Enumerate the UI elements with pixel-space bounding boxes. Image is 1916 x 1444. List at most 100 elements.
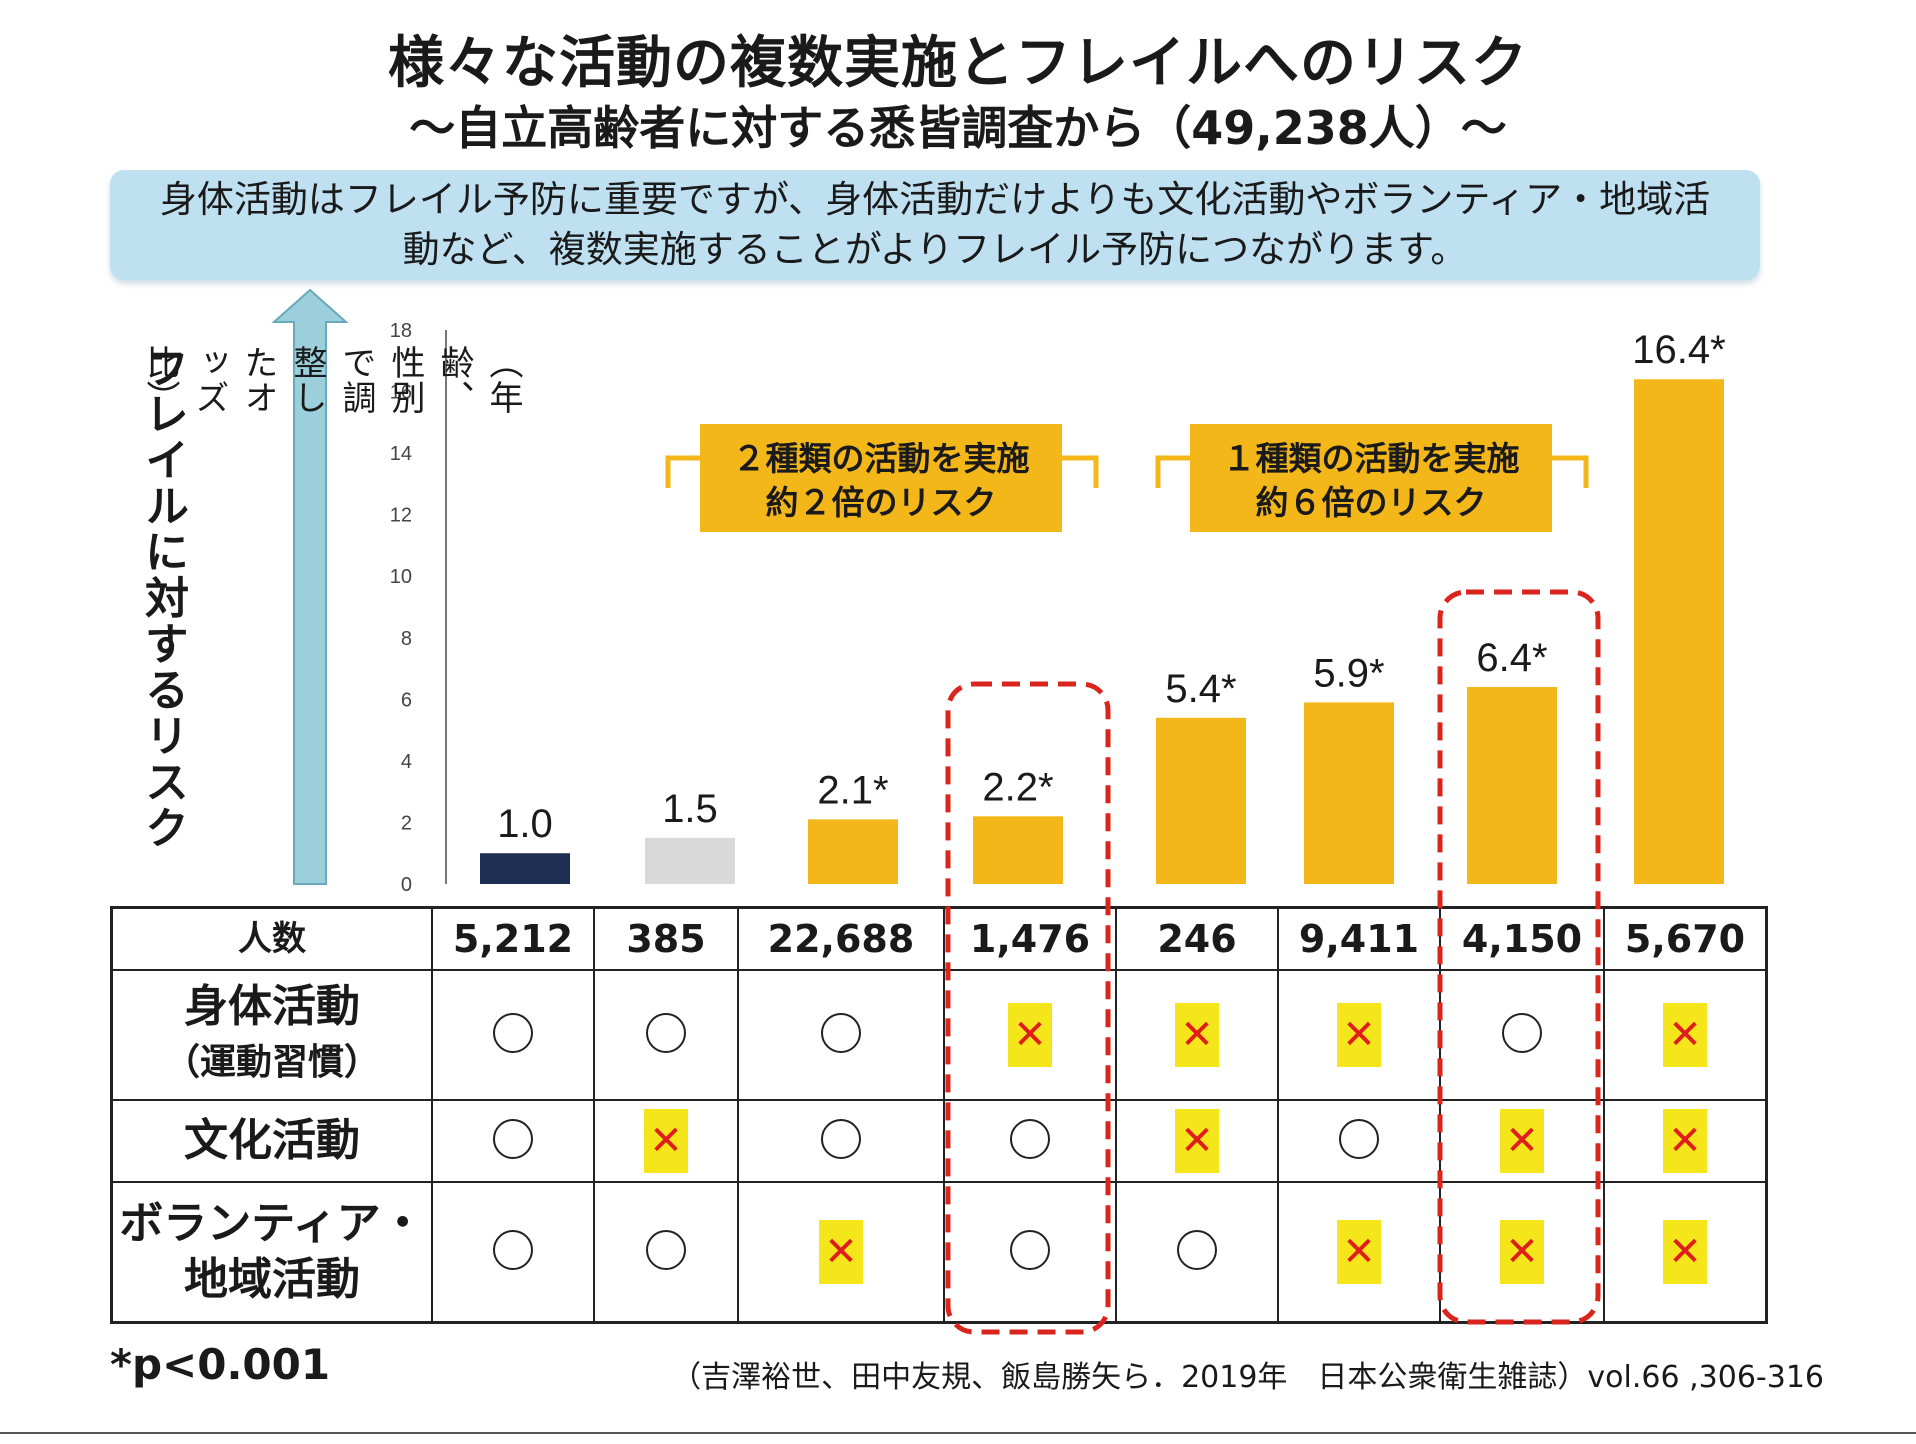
mark-cell: ✕	[1603, 1099, 1768, 1183]
mark-cell: ✕	[1603, 1181, 1768, 1323]
y-tick-label: 8	[401, 628, 412, 650]
cross-mark-icon: ✕	[644, 1109, 688, 1173]
circle-mark-icon	[821, 1119, 861, 1159]
mark-cell	[1439, 969, 1605, 1101]
mark-cell	[431, 1181, 595, 1323]
bar-value-label: 1.0	[497, 802, 553, 846]
condition-table: 人数 5,212 385 22,688 1,476 246 9,411 4,15…	[110, 906, 1768, 1324]
circle-mark-icon	[1339, 1119, 1379, 1159]
row-label-main: 身体活動	[184, 981, 360, 1032]
cross-mark-icon: ✕	[1337, 1003, 1381, 1067]
table-row: 文化活動 ✕ ✕ ✕ ✕	[110, 1099, 1768, 1183]
mark-cell	[1115, 1181, 1279, 1323]
bar-value-label: 6.4*	[1476, 636, 1547, 680]
circle-mark-icon	[1502, 1013, 1542, 1053]
circle-mark-icon	[493, 1229, 533, 1270]
bar	[1467, 687, 1557, 884]
mark-cell	[431, 969, 595, 1101]
annotation-line2: 約６倍のリスク	[1256, 483, 1487, 522]
mark-cell	[431, 1099, 595, 1183]
bar-value-label: 2.1*	[817, 768, 888, 812]
mark-cell	[1277, 1099, 1441, 1183]
cross-mark-icon: ✕	[1663, 1109, 1707, 1173]
y-tick-label: 18	[390, 320, 412, 342]
bar	[808, 819, 898, 884]
y-ticks: 0 2 4 6 8 10 12 14 16 18	[390, 320, 412, 896]
bar-value-label: 1.5	[662, 787, 718, 831]
mark-cell: ✕	[1439, 1099, 1605, 1183]
y-tick-label: 6	[401, 689, 412, 711]
mark-cell: ✕	[1439, 1181, 1605, 1323]
annotation-line1: ２種類の活動を実施	[733, 439, 1030, 478]
bar-value-label: 2.2*	[982, 765, 1053, 809]
count-cell: 4,150	[1439, 906, 1605, 971]
y-tick-label: 4	[401, 751, 412, 773]
count-cell: 246	[1115, 906, 1279, 971]
row-label-sub: （運動習慣）	[163, 1042, 380, 1083]
cross-mark-icon: ✕	[1175, 1109, 1219, 1173]
bar-value-label: 5.9*	[1313, 651, 1384, 695]
cross-mark-icon: ✕	[1500, 1109, 1544, 1173]
cross-mark-icon: ✕	[1337, 1219, 1381, 1284]
annotation-box	[700, 424, 1062, 532]
y-tick-label: 12	[390, 505, 412, 527]
bar	[480, 853, 570, 884]
bar	[1634, 379, 1724, 884]
summary-note: 身体活動はフレイル予防に重要ですが、身体活動だけよりも文化活動やボランティア・地…	[110, 170, 1760, 280]
bar	[1304, 702, 1394, 884]
circle-mark-icon	[1010, 1119, 1050, 1159]
cross-mark-icon: ✕	[819, 1219, 863, 1284]
table-row: 身体活動 （運動習慣） ✕ ✕ ✕ ✕	[110, 969, 1768, 1101]
circle-mark-icon	[493, 1013, 533, 1053]
count-header: 人数	[110, 906, 433, 971]
page-title: 様々な活動の複数実施とフレイルへのリスク	[388, 31, 1528, 96]
row-label: ボランティア・ 地域活動	[110, 1181, 433, 1323]
row-label: 文化活動	[110, 1099, 433, 1183]
circle-mark-icon	[646, 1013, 686, 1053]
circle-mark-icon	[821, 1013, 861, 1053]
count-cell: 9,411	[1277, 906, 1441, 971]
page-subtitle: ～自立高齢者に対する悉皆調査から（49,238人）～	[409, 101, 1507, 155]
mark-cell: ✕	[1115, 969, 1279, 1101]
row-label-main: 文化活動	[184, 1115, 360, 1166]
y-axis-title: フレイルに対するリスク	[137, 345, 188, 851]
count-cell: 385	[593, 906, 739, 971]
circle-mark-icon	[1010, 1229, 1050, 1270]
y-axis-subtitle: （年齢、性別で調整したオッズ比）	[140, 345, 523, 415]
cross-mark-icon: ✕	[1008, 1003, 1052, 1067]
mark-cell	[737, 1099, 945, 1183]
annotation-line1: １種類の活動を実施	[1223, 439, 1520, 478]
p-value-note: *p<0.001	[110, 1340, 331, 1389]
y-tick-label: 0	[401, 874, 412, 896]
bar	[1156, 717, 1246, 884]
annotation-line2: 約２倍のリスク	[766, 483, 997, 522]
mark-cell: ✕	[1603, 969, 1768, 1101]
cross-mark-icon: ✕	[1175, 1003, 1219, 1067]
circle-mark-icon	[493, 1119, 533, 1159]
row-label: 身体活動 （運動習慣）	[110, 969, 433, 1101]
mark-cell: ✕	[737, 1181, 945, 1323]
y-tick-label: 14	[390, 443, 412, 465]
mark-cell: ✕	[1277, 969, 1441, 1101]
count-cell: 5,670	[1603, 906, 1768, 971]
y-tick-label: 16	[390, 382, 412, 404]
row-label-main: ボランティア・	[119, 1197, 425, 1249]
count-cell: 5,212	[431, 906, 595, 971]
cross-mark-icon: ✕	[1663, 1003, 1707, 1067]
mark-cell	[593, 1181, 739, 1323]
mark-cell	[943, 1181, 1117, 1323]
bar	[973, 816, 1063, 884]
y-tick-label: 2	[401, 812, 412, 834]
mark-cell: ✕	[1277, 1181, 1441, 1323]
annotation-box	[1190, 424, 1552, 532]
bar	[645, 837, 735, 884]
mark-cell: ✕	[593, 1099, 739, 1183]
bar-value-label: 16.4*	[1632, 328, 1725, 372]
y-tick-label: 10	[390, 566, 412, 588]
count-cell: 1,476	[943, 906, 1117, 971]
mark-cell: ✕	[943, 969, 1117, 1101]
count-row: 人数 5,212 385 22,688 1,476 246 9,411 4,15…	[110, 906, 1768, 971]
circle-mark-icon	[646, 1229, 686, 1270]
cross-mark-icon: ✕	[1663, 1219, 1707, 1284]
